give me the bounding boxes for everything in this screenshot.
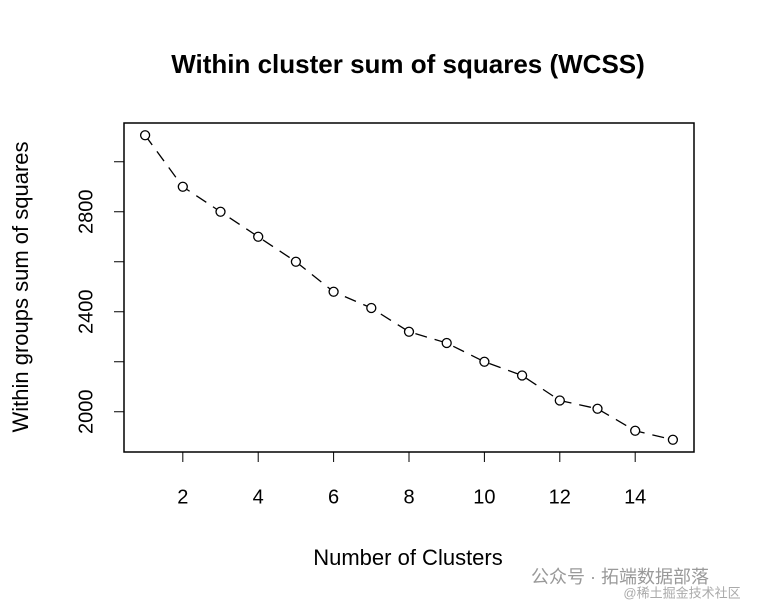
point: [516, 370, 528, 381]
watermark: 公众号 · 拓端数据部落: [531, 567, 709, 587]
point: [592, 403, 603, 414]
point: [215, 206, 226, 217]
series-line: [144, 134, 674, 441]
x-tick-label: 10: [473, 486, 495, 508]
point: [441, 337, 452, 349]
x-tick-label: 2: [177, 486, 188, 508]
point: [253, 231, 264, 242]
point: [139, 130, 151, 141]
point: [403, 326, 415, 337]
x-tick-label: 8: [403, 486, 414, 508]
x-tick-label: 6: [328, 486, 339, 508]
point: [554, 395, 565, 406]
x-axis-label: Number of Clusters: [313, 545, 503, 570]
point: [630, 425, 641, 436]
y-tick-label: 2000: [75, 390, 97, 435]
x-tick-label: 12: [549, 486, 571, 508]
x-tick-label: 14: [624, 486, 646, 508]
point: [667, 434, 679, 445]
point: [177, 181, 188, 192]
chart-title: Within cluster sum of squares (WCSS): [171, 49, 645, 79]
y-tick-label: 2800: [75, 190, 97, 235]
x-tick-label: 4: [253, 486, 264, 508]
point: [366, 302, 377, 314]
point: [328, 286, 339, 297]
y-axis-label: Within groups sum of squares: [8, 141, 33, 432]
watermark: @稀土掘金技术社区: [623, 585, 740, 600]
point: [290, 256, 302, 267]
point: [479, 356, 490, 367]
y-tick-label: 2400: [75, 290, 97, 335]
